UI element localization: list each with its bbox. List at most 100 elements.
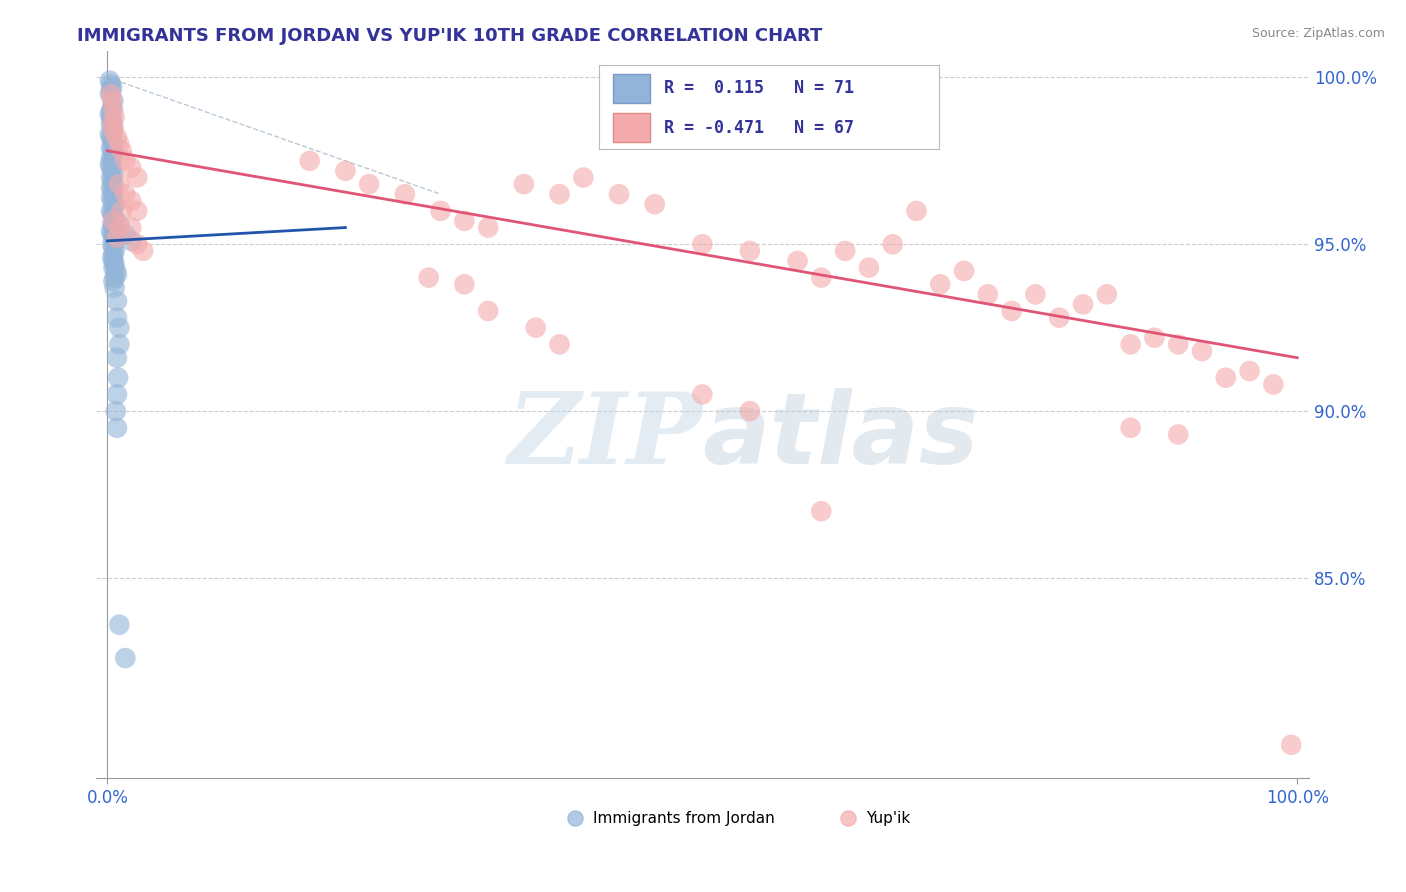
Point xyxy=(1167,427,1189,442)
Point xyxy=(103,220,125,235)
Point xyxy=(103,94,125,108)
Point xyxy=(100,103,122,118)
Point xyxy=(1071,297,1094,311)
Point xyxy=(513,177,536,191)
Point xyxy=(120,220,142,235)
Point xyxy=(101,144,124,158)
Point xyxy=(100,180,122,194)
Point xyxy=(127,203,149,218)
Point xyxy=(114,187,136,202)
Point xyxy=(834,244,856,258)
Point xyxy=(100,161,122,175)
Point xyxy=(100,111,122,125)
Point xyxy=(101,153,124,168)
Point xyxy=(100,84,122,98)
Point xyxy=(104,234,127,248)
Point xyxy=(100,117,122,131)
Point xyxy=(103,230,125,244)
Point xyxy=(103,260,125,275)
Point xyxy=(101,100,124,114)
Point xyxy=(644,197,666,211)
Point xyxy=(524,320,547,334)
Text: ZIP: ZIP xyxy=(508,388,703,484)
Point xyxy=(114,227,136,242)
Point xyxy=(103,147,125,161)
Text: Source: ZipAtlas.com: Source: ZipAtlas.com xyxy=(1251,27,1385,40)
Point xyxy=(120,194,142,208)
Point xyxy=(572,170,595,185)
Point xyxy=(98,107,121,121)
Point xyxy=(101,237,124,252)
Point xyxy=(103,241,125,255)
Point xyxy=(548,337,571,351)
Point xyxy=(103,103,125,118)
Point xyxy=(103,167,125,181)
Point xyxy=(103,214,125,228)
Point xyxy=(101,113,124,128)
Point xyxy=(1263,377,1285,392)
Point xyxy=(98,73,121,87)
Point xyxy=(127,170,149,185)
Point xyxy=(1143,331,1166,345)
Text: Immigrants from Jordan: Immigrants from Jordan xyxy=(593,811,775,826)
Point xyxy=(977,287,1000,301)
Point xyxy=(359,177,381,191)
Point xyxy=(104,264,127,278)
Point xyxy=(108,177,131,191)
Point xyxy=(127,237,149,252)
Point xyxy=(548,187,571,202)
Point xyxy=(1119,337,1142,351)
Point xyxy=(101,184,124,198)
Point xyxy=(929,277,952,292)
Point xyxy=(111,144,134,158)
Point xyxy=(114,153,136,168)
Point xyxy=(101,217,124,231)
Point xyxy=(101,124,124,138)
Point xyxy=(692,387,714,401)
Point xyxy=(1279,738,1302,752)
Text: atlas: atlas xyxy=(703,388,979,484)
Point xyxy=(103,274,125,288)
Point xyxy=(120,161,142,175)
Point xyxy=(105,267,128,281)
Point xyxy=(103,137,125,152)
Point xyxy=(105,130,128,145)
Point xyxy=(477,304,499,318)
Point xyxy=(101,94,124,108)
Point xyxy=(453,214,475,228)
Point xyxy=(108,220,131,235)
Point xyxy=(418,270,440,285)
Point xyxy=(101,207,124,221)
Point xyxy=(108,337,131,351)
Point xyxy=(103,124,125,138)
Point xyxy=(1239,364,1261,378)
Point xyxy=(477,220,499,235)
Point xyxy=(104,111,127,125)
Point xyxy=(335,164,357,178)
Point xyxy=(114,651,136,665)
Text: Yup'ik: Yup'ik xyxy=(866,811,911,826)
Point xyxy=(132,244,155,258)
Point xyxy=(100,140,122,154)
Point xyxy=(1167,337,1189,351)
Point xyxy=(692,237,714,252)
Point xyxy=(104,214,127,228)
Point xyxy=(429,203,451,218)
Point xyxy=(953,264,976,278)
Point xyxy=(105,293,128,308)
Point xyxy=(105,310,128,325)
Point xyxy=(104,280,127,294)
Point xyxy=(1119,421,1142,435)
Point xyxy=(108,617,131,632)
Point xyxy=(101,117,124,131)
Point xyxy=(858,260,880,275)
Point xyxy=(101,80,124,95)
Point xyxy=(103,211,125,225)
Text: IMMIGRANTS FROM JORDAN VS YUP'IK 10TH GRADE CORRELATION CHART: IMMIGRANTS FROM JORDAN VS YUP'IK 10TH GR… xyxy=(77,27,823,45)
Point xyxy=(108,217,131,231)
Point xyxy=(107,370,129,384)
Point xyxy=(1047,310,1070,325)
Point xyxy=(103,177,125,191)
Point xyxy=(1191,344,1213,359)
Point xyxy=(100,170,122,185)
